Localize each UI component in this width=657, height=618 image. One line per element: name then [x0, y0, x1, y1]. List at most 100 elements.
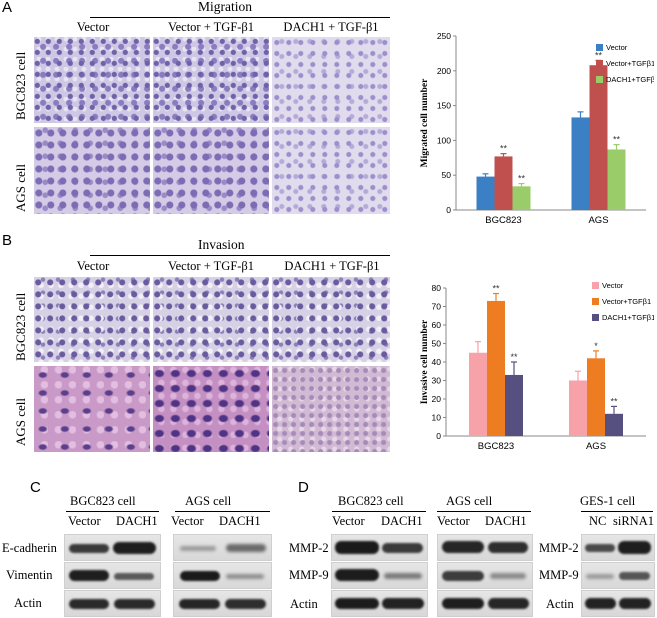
bar — [589, 65, 608, 210]
y-tick-label: 150 — [437, 101, 451, 111]
significance-mark: ** — [613, 135, 621, 145]
significance-mark: * — [594, 341, 598, 351]
panel-letter-c: C — [30, 479, 41, 496]
x-category-label: AGS — [588, 215, 608, 226]
c-blot-bgc823-ecadherin — [64, 534, 161, 561]
c-lane-vector-2: Vector — [171, 514, 204, 528]
d-group-bgc823-line — [332, 511, 426, 512]
y-tick-label: 0 — [436, 431, 441, 441]
y-tick-label: 20 — [432, 394, 442, 404]
bar — [476, 176, 495, 210]
y-axis-label: Invasive cell number — [420, 319, 430, 404]
y-tick-label: 50 — [432, 339, 442, 349]
d-protein-mmp2-left: MMP-2 — [289, 541, 329, 555]
panel-letter-a: A — [2, 0, 13, 16]
migration-title: Migration — [198, 0, 252, 14]
y-tick-label: 200 — [437, 66, 451, 76]
bar — [587, 358, 605, 436]
panel-letter-d: D — [298, 479, 309, 496]
d-group-ags-line — [437, 511, 531, 512]
bar — [569, 380, 587, 436]
c-group-ags-line — [175, 511, 270, 512]
bar — [607, 149, 626, 210]
invasion-title-underline — [90, 255, 390, 256]
c-blot-ags-ecadherin — [173, 534, 272, 561]
c-group-ags: AGS cell — [185, 494, 232, 508]
y-tick-label: 0 — [446, 205, 451, 215]
c-lane-dach1-2: DACH1 — [219, 514, 261, 528]
micrograph-invasion-ags-dach1-tgf — [272, 366, 390, 452]
c-group-bgc823: BGC823 cell — [70, 494, 136, 508]
y-tick-label: 70 — [432, 302, 442, 312]
bar — [605, 413, 623, 436]
legend-label: DACH1+TGFβ1 — [602, 313, 654, 322]
d-group-ags: AGS cell — [446, 494, 493, 508]
micrograph-migration-bgc823-vector-tgf — [153, 37, 269, 123]
y-axis-label: Migrated cell number — [420, 78, 430, 167]
migration-col-vector: Vector — [76, 20, 110, 34]
y-tick-label: 250 — [437, 31, 451, 41]
micrograph-migration-bgc823-vector — [34, 37, 150, 123]
d-lane-sirna1: siRNA1 — [613, 514, 654, 528]
c-blot-ags-vimentin — [173, 562, 272, 589]
significance-mark: ** — [610, 396, 618, 406]
d-blot-ags-mmp2 — [437, 534, 533, 561]
d-blot-ges1-mmp9 — [581, 562, 655, 589]
legend-swatch — [592, 298, 599, 305]
d-lane-nc: NC — [589, 514, 607, 528]
bar — [469, 352, 487, 436]
micrograph-migration-bgc823-dach1-tgf — [272, 37, 390, 123]
y-tick-label: 30 — [432, 376, 442, 386]
x-category-label: BGC823 — [485, 215, 521, 226]
bar — [512, 186, 531, 210]
invasion-col-vector-tgf: Vector + TGF-β1 — [167, 259, 255, 273]
d-protein-mmp9-right: MMP-9 — [539, 568, 579, 582]
y-tick-label: 50 — [442, 170, 452, 180]
d-lane-vector-1: Vector — [332, 514, 365, 528]
d-protein-actin-left: Actin — [290, 597, 318, 611]
c-blot-ags-actin — [173, 590, 272, 617]
invasion-row-bgc823: BGC823 cell — [13, 292, 28, 361]
migration-title-underline — [90, 17, 390, 18]
micrograph-migration-ags-vector — [34, 127, 150, 214]
micrograph-invasion-bgc823-vector-tgf — [153, 277, 269, 362]
c-protein-vimentin: Vimentin — [6, 568, 53, 582]
bar — [571, 117, 590, 210]
significance-mark: ** — [518, 174, 526, 184]
c-blot-bgc823-actin — [64, 590, 161, 617]
y-tick-label: 100 — [437, 135, 451, 145]
d-group-ges1: GES-1 cell — [580, 494, 636, 508]
bar — [494, 156, 513, 210]
invasion-col-dach1-tgf: DACH1 + TGF-β1 — [284, 259, 380, 273]
legend-swatch — [596, 44, 603, 51]
d-group-ges1-line — [581, 511, 653, 512]
d-blot-ges1-actin — [581, 590, 655, 617]
micrograph-invasion-ags-vector — [34, 366, 150, 452]
legend-label: Vector — [606, 43, 628, 52]
legend-label: Vector+TGFβ1 — [602, 297, 651, 306]
micrograph-invasion-bgc823-dach1-tgf — [272, 277, 390, 362]
panel-letter-b: B — [2, 232, 13, 249]
d-blot-bgc823-mmp2 — [331, 534, 428, 561]
migration-row-ags: AGS cell — [13, 163, 28, 212]
significance-mark: ** — [500, 144, 508, 154]
d-group-bgc823: BGC823 cell — [338, 494, 404, 508]
bar — [487, 300, 505, 436]
d-blot-ges1-mmp2 — [581, 534, 655, 561]
micrograph-invasion-ags-vector-tgf — [153, 366, 269, 452]
invasion-row-ags: AGS cell — [13, 397, 28, 446]
d-blot-bgc823-mmp9 — [331, 562, 428, 589]
y-tick-label: 60 — [432, 320, 442, 330]
d-blot-ags-mmp9 — [437, 562, 533, 589]
bar — [505, 374, 523, 436]
d-lane-dach1-2: DACH1 — [485, 514, 527, 528]
invasion-title: Invasion — [198, 237, 245, 252]
legend-swatch — [596, 76, 603, 83]
legend-swatch — [592, 282, 599, 289]
micrograph-migration-ags-vector-tgf — [153, 127, 269, 214]
c-lane-dach1-1: DACH1 — [116, 514, 158, 528]
significance-mark: ** — [510, 352, 518, 362]
significance-mark: ** — [492, 284, 500, 294]
legend-swatch — [592, 314, 599, 321]
